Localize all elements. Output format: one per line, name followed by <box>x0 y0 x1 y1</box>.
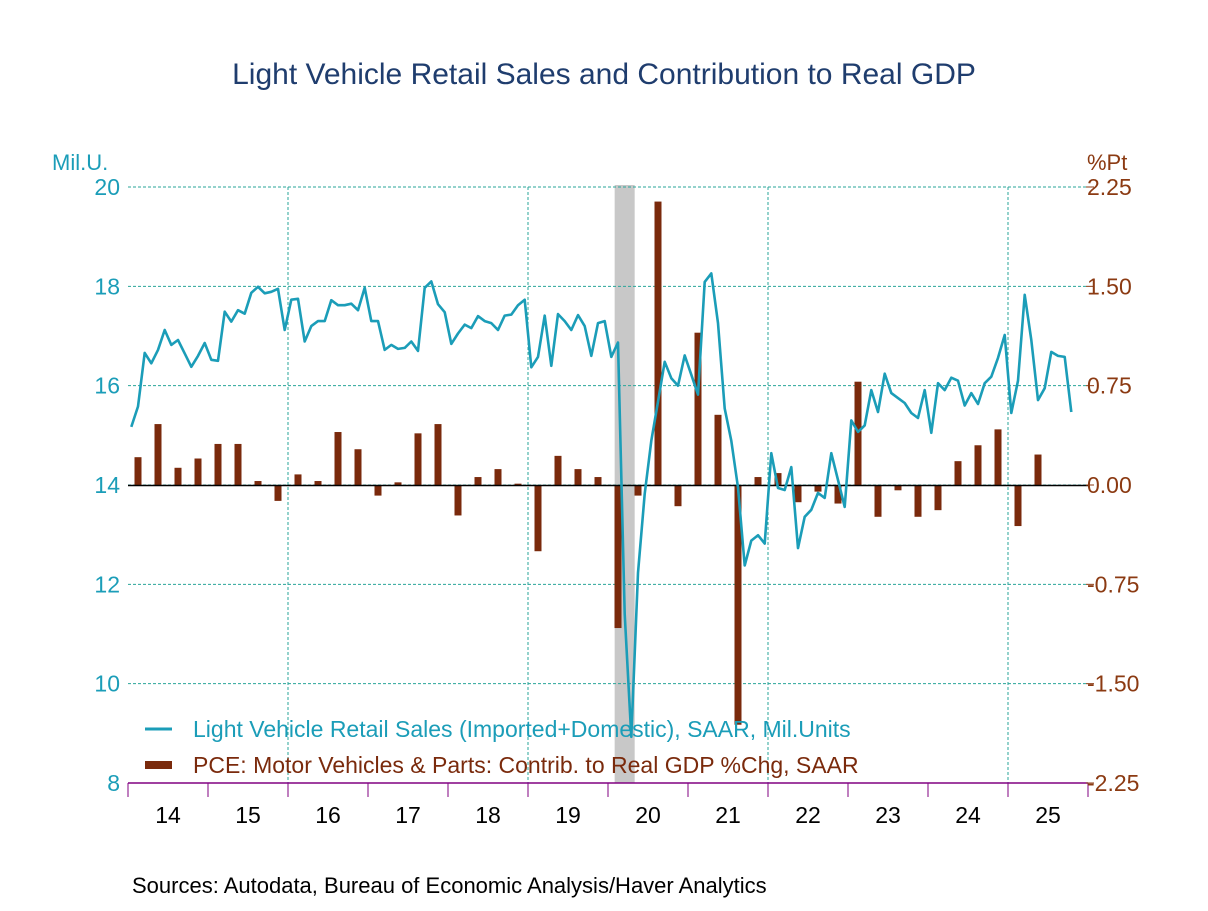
bar <box>214 443 222 485</box>
bar <box>314 481 322 485</box>
bar <box>434 424 442 485</box>
left-axis-unit: Mil.U. <box>52 150 108 175</box>
axes: 14 15 16 17 18 19 20 21 22 23 24 25 20 18 16 14 12 10 8 2.2… <box>94 174 1139 828</box>
bar <box>294 474 302 485</box>
right-tick-label: -2.25 <box>1087 770 1139 796</box>
chart-title: Light Vehicle Retail Sales and Contribut… <box>232 58 976 91</box>
bar <box>614 485 622 629</box>
left-tick-label: 18 <box>94 273 120 299</box>
right-tick-label: -0.75 <box>1087 571 1139 597</box>
left-tick-label: 8 <box>107 770 120 796</box>
bar <box>594 477 602 485</box>
bar <box>854 381 862 485</box>
bar <box>634 485 642 496</box>
bar <box>374 485 382 496</box>
left-tick-label: 20 <box>94 174 120 200</box>
bar <box>1034 454 1042 485</box>
bar <box>794 485 802 503</box>
bar <box>474 477 482 485</box>
bar <box>834 485 842 504</box>
bar <box>494 469 502 485</box>
bar <box>674 485 682 507</box>
x-tick-label: 20 <box>635 802 661 828</box>
bar <box>154 424 162 485</box>
x-tick-label: 23 <box>875 802 901 828</box>
bar <box>234 443 242 485</box>
legend-label-line: Light Vehicle Retail Sales (Imported+Dom… <box>193 716 851 742</box>
bar <box>394 482 402 485</box>
bar <box>774 473 782 485</box>
right-axis-unit: %Pt <box>1087 150 1127 175</box>
bar <box>654 201 662 485</box>
left-tick-label: 10 <box>94 671 120 697</box>
right-tick-label: 2.25 <box>1087 174 1132 200</box>
bar <box>534 485 542 552</box>
left-tick-label: 14 <box>94 472 120 498</box>
recession-shading <box>614 185 635 783</box>
bar <box>454 485 462 516</box>
bar <box>354 449 362 485</box>
bar <box>974 445 982 485</box>
bar-series <box>134 201 1042 725</box>
x-tick-label: 17 <box>395 802 421 828</box>
bar <box>514 483 522 485</box>
x-tick-label: 14 <box>155 802 181 828</box>
bar <box>694 332 702 485</box>
bar <box>874 485 882 517</box>
right-tick-label: 1.50 <box>1087 273 1132 299</box>
bar <box>1014 485 1022 527</box>
x-tick-label: 16 <box>315 802 341 828</box>
bar <box>254 481 262 485</box>
x-tick-label: 19 <box>555 802 581 828</box>
x-tick-label: 21 <box>715 802 741 828</box>
bar <box>814 485 822 492</box>
recession-bar <box>614 185 635 783</box>
right-tick-label: -1.50 <box>1087 671 1139 697</box>
bar <box>714 414 722 485</box>
bar <box>994 429 1002 485</box>
bar <box>134 457 142 485</box>
x-tick-label: 25 <box>1035 802 1061 828</box>
bar <box>894 485 902 491</box>
sales-line <box>130 272 1073 739</box>
bar <box>954 461 962 485</box>
bar <box>934 485 942 511</box>
x-tick-label: 18 <box>475 802 501 828</box>
line-series <box>130 272 1073 739</box>
legend: Light Vehicle Retail Sales (Imported+Dom… <box>145 716 859 778</box>
bar <box>754 477 762 485</box>
legend-bar-swatch <box>145 761 172 769</box>
right-tick-label: 0.00 <box>1087 472 1132 498</box>
x-tick-label: 15 <box>235 802 261 828</box>
bar <box>274 485 282 501</box>
bar <box>334 432 342 485</box>
source-note: Sources: Autodata, Bureau of Economic An… <box>132 873 767 898</box>
bar <box>734 485 742 725</box>
x-tick-label: 24 <box>955 802 981 828</box>
bar <box>554 455 562 485</box>
bar <box>174 467 182 485</box>
legend-label-bar: PCE: Motor Vehicles & Parts: Contrib. to… <box>193 752 859 778</box>
right-tick-label: 0.75 <box>1087 373 1132 399</box>
left-tick-label: 16 <box>94 373 120 399</box>
bar <box>194 458 202 485</box>
left-tick-label: 12 <box>94 571 120 597</box>
bar <box>414 433 422 485</box>
bar <box>574 469 582 485</box>
bar <box>914 485 922 517</box>
x-tick-label: 22 <box>795 802 821 828</box>
